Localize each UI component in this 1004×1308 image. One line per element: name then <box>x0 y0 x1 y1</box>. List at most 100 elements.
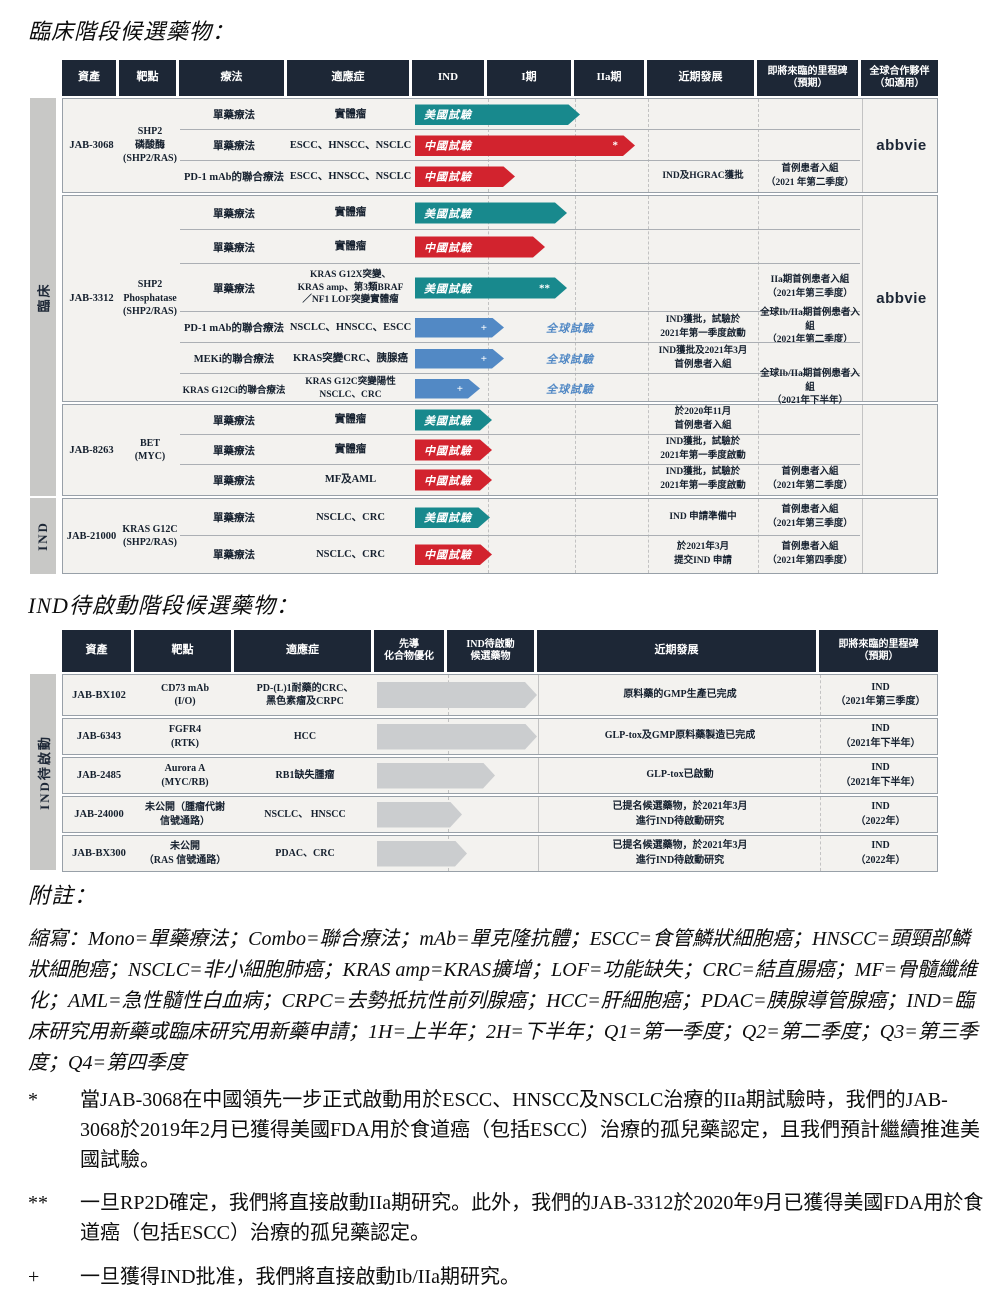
trial-label: 美國試驗 <box>424 208 472 220</box>
target-name: BET (MYC) <box>134 437 166 463</box>
asset-name: JAB-21000 <box>66 530 117 542</box>
pipeline-row: PD-1 mAb的聯合療法 NSCLC、HNSCC、ESCC + 全球試驗 IN… <box>63 308 937 345</box>
recent-development-cell: 已提名候選藥物，於2021年3月 進行IND待啟動研究 <box>538 797 821 832</box>
column-guide <box>575 499 576 573</box>
trial-label: 中國試驗 <box>424 171 472 184</box>
header-asset: 資產 <box>62 630 134 672</box>
trial-progress-arrow: 美國試驗 <box>415 104 580 125</box>
header-recent-development: 近期發展 <box>647 60 757 96</box>
therapy-cell: KRAS G12Ci的聯合療法 <box>182 385 286 396</box>
indication-cell: 實體瘤 <box>334 207 367 219</box>
column-guide <box>488 499 489 573</box>
row-divider <box>180 434 860 435</box>
asset-name: JAB-3312 <box>69 293 114 304</box>
therapy-cell: 單藥療法 <box>213 141 255 152</box>
ind-row-jab-6343: JAB-6343 FGFR4 (RTK) HCC GLP-tox及GMP原料藥製… <box>62 718 938 755</box>
recent-development-cell <box>648 374 758 403</box>
stage-label-ind-pending: IND待啟動 <box>30 674 56 870</box>
column-guide <box>648 499 649 573</box>
pipeline-row: PD-1 mAb的聯合療法 ESCC、HNSCC、NSCLC 中國試驗 IND及… <box>63 161 937 192</box>
milestone-cell <box>758 99 862 130</box>
ind-table-title: IND待啟動階段候選藥物： <box>28 593 299 618</box>
header-phase1: I期 <box>487 60 574 96</box>
recent-development-cell: 於2021年3月 提交IND 申請 <box>674 541 732 566</box>
indication-cell: MF及AML <box>324 474 377 486</box>
row-divider <box>180 160 860 161</box>
indication-cell: 實體瘤 <box>334 108 367 120</box>
milestone-cell: 首例患者入組 （2021年第三季度） <box>767 504 853 529</box>
notes-title: 附註： <box>28 883 98 908</box>
indication-cell: NSCLC、CRC <box>316 548 385 560</box>
milestone-cell <box>758 435 862 465</box>
indication-cell: KRAS突變CRC、胰腺癌 <box>293 352 408 364</box>
ind-pending-table: 資產 靶點 適應症 先導 化合物優化 IND待啟動 候選藥物 近期發展 即將來臨… <box>62 630 938 874</box>
row-divider <box>180 342 860 343</box>
milestone-cell: IND （2021年下半年） <box>820 758 940 793</box>
therapy-cell: 單藥療法 <box>213 475 255 487</box>
trial-marker: * <box>612 139 618 152</box>
asset-group-jab-3068: JAB-3068 SHP2 磷酸酶 (SHP2/RAS) abbvie 單藥療法… <box>62 98 938 193</box>
asset-name: JAB-2485 <box>76 770 122 781</box>
trial-progress-arrow: 中國試驗 <box>415 166 515 187</box>
ind-row-jab-24000: JAB-24000 未公開（腫瘤代謝 信號通路） NSCLC、 HNSCC 已提… <box>62 796 938 833</box>
trial-label: 美國試驗 <box>424 109 472 122</box>
indication-cell: HCC <box>293 730 317 742</box>
stage-label-ind-pending-text: IND待啟動 <box>36 734 52 810</box>
trial-label: 中國試驗 <box>424 242 472 254</box>
trial-progress-arrow: 美國試驗 <box>415 410 492 431</box>
clinical-table-header: 資產 靶點 療法 適應症 IND I期 IIa期 近期發展 即將來臨的里程碑 （… <box>62 60 938 96</box>
pipeline-row: 單藥療法 KRAS G12X突變、 KRAS amp、第3類BRAF ／NF1 … <box>63 264 937 312</box>
partner-cell <box>862 499 940 573</box>
therapy-cell: 單藥療法 <box>213 445 255 457</box>
column-guide <box>758 499 759 573</box>
target-name: SHP2 磷酸酶 (SHP2/RAS) <box>123 126 177 165</box>
trial-marker: + <box>480 352 487 365</box>
indication-cell: NSCLC、HNSCC、ESCC <box>289 321 412 333</box>
indication-cell: ESCC、HNSCC、NSCLC <box>289 139 412 151</box>
ind-table-header: 資產 靶點 適應症 先導 化合物優化 IND待啟動 候選藥物 近期發展 即將來臨… <box>62 630 938 672</box>
trial-progress-arrow: 美國試驗 <box>415 203 567 224</box>
pipeline-row: 單藥療法 實體瘤 美國試驗 於2020年11月 首例患者入組 <box>63 405 937 435</box>
stage-label-ind-text: IND <box>35 521 50 551</box>
partner-cell: abbvie <box>862 99 940 192</box>
trial-progress-arrow: 中國試驗 <box>415 470 492 491</box>
pipeline-row: 單藥療法 NSCLC、CRC 中國試驗 於2021年3月 提交IND 申請 首例… <box>63 536 937 573</box>
milestone-cell: 首例患者入組 （2021年第二季度） <box>767 467 853 491</box>
trial-progress-arrow: 美國試驗 ** <box>415 278 567 299</box>
lead-optimization-arrow <box>377 763 495 789</box>
target-name: CD73 mAb (I/O) <box>160 682 210 708</box>
pipeline-row: 單藥療法 實體瘤 美國試驗 <box>63 99 937 130</box>
footnote-text: 一旦RP2D確定，我們將直接啟動IIa期研究。此外，我們的JAB-3312於20… <box>80 1192 984 1244</box>
global-trial-label: 全球試驗 <box>546 353 594 366</box>
milestone-cell: 全球Ib/IIa期首例患者入組 （2021年下半年） <box>760 368 860 407</box>
header-asset: 資產 <box>62 60 119 96</box>
recent-development-cell: IND獲批，試驗於 2021年第一季度啟動 <box>660 467 746 491</box>
recent-development-cell: IND獲批，試驗於 2021年第一季度啟動 <box>660 437 746 461</box>
row-divider <box>180 373 860 374</box>
header-lead-optimization: 先導 化合物優化 <box>374 630 447 672</box>
column-guide <box>575 405 576 495</box>
trial-progress-arrow: + <box>415 349 504 369</box>
stage-label-ind: IND <box>30 498 56 574</box>
recent-development-cell: 原料藥的GMP生產已完成 <box>538 675 821 715</box>
ind-table-body: JAB-BX102 CD73 mAb (I/O) PD-(L)1耐藥的CRC、 … <box>62 674 938 872</box>
row-divider <box>180 229 860 230</box>
footnote-text: 一旦獲得IND批准，我們將直接啟動Ib/IIa期研究。 <box>80 1266 520 1288</box>
abbvie-logo: abbvie <box>876 137 927 154</box>
trial-label: 美國試驗 <box>424 512 472 525</box>
partner-cell: abbvie <box>862 196 940 401</box>
column-guide <box>758 405 759 495</box>
global-trial-label: 全球試驗 <box>546 322 594 335</box>
pipeline-row: 單藥療法 NSCLC、CRC 美國試驗 IND 申請準備中 首例患者入組 （20… <box>63 499 937 536</box>
lead-optimization-arrow <box>377 724 537 750</box>
indication-cell: 實體瘤 <box>334 414 367 426</box>
abbreviations-paragraph: 縮寫：Mono=單藥療法；Combo=聯合療法；mAb=單克隆抗體；ESCC=食… <box>28 928 978 1074</box>
milestone-cell: IIa期首例患者入組 （2021年第三季度） <box>767 275 853 299</box>
footnote-plus: + 一旦獲得IND批准，我們將直接啟動Ib/IIa期研究。 <box>28 1262 984 1292</box>
trial-label: 中國試驗 <box>424 445 472 457</box>
therapy-cell: 單藥療法 <box>213 415 255 427</box>
asset-name: JAB-6343 <box>76 731 122 742</box>
trial-marker: + <box>480 321 487 334</box>
therapy-cell: 單藥療法 <box>213 283 255 295</box>
indication-cell: KRAS G12X突變、 KRAS amp、第3類BRAF ／NF1 LOF突變… <box>297 270 404 306</box>
